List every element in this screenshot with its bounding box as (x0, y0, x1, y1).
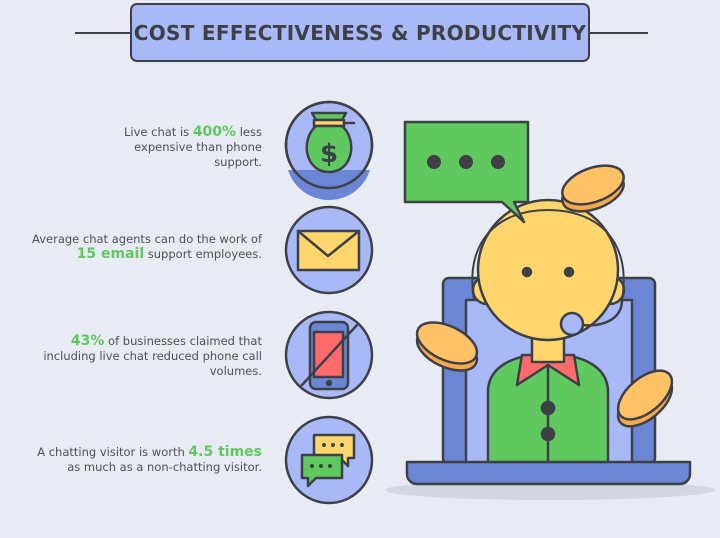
money-bag-icon: $ (284, 100, 374, 201)
support-agent-illustration (385, 120, 715, 500)
no-phone-icon (284, 310, 374, 400)
stat-text: less expensive than phone support. (134, 125, 262, 169)
stat-agents: Average chat agents can do the work of 1… (32, 232, 262, 262)
stat-highlight: 4.5 times (188, 444, 262, 460)
title-line-left (75, 32, 131, 34)
chat-bubbles-icon (284, 415, 374, 505)
stat-highlight: 43% (70, 333, 105, 349)
coin-icon (415, 164, 674, 428)
stat-phone: 43% of businesses claimed that including… (27, 334, 262, 379)
stat-text: A chatting visitor is worth (37, 445, 189, 459)
stat-text: Live chat is (124, 125, 193, 139)
stat-text: support employees. (144, 247, 262, 261)
stat-highlight: 400% (192, 124, 237, 140)
stat-text: of businesses claimed that including liv… (43, 334, 262, 378)
envelope-icon (284, 205, 374, 295)
stat-visitor: A chatting visitor is worth 4.5 times as… (27, 445, 262, 475)
stat-cost: Live chat is 400% less expensive than ph… (92, 125, 262, 170)
title-line-right (589, 32, 648, 34)
svg-text:$: $ (320, 139, 338, 169)
stat-text: Average chat agents can do the work of (32, 232, 262, 246)
stat-highlight: 15 email (76, 246, 145, 262)
page-title: COST EFFECTIVENESS & PRODUCTIVITY (130, 3, 590, 62)
stat-text: as much as a non-chatting visitor. (67, 460, 262, 474)
